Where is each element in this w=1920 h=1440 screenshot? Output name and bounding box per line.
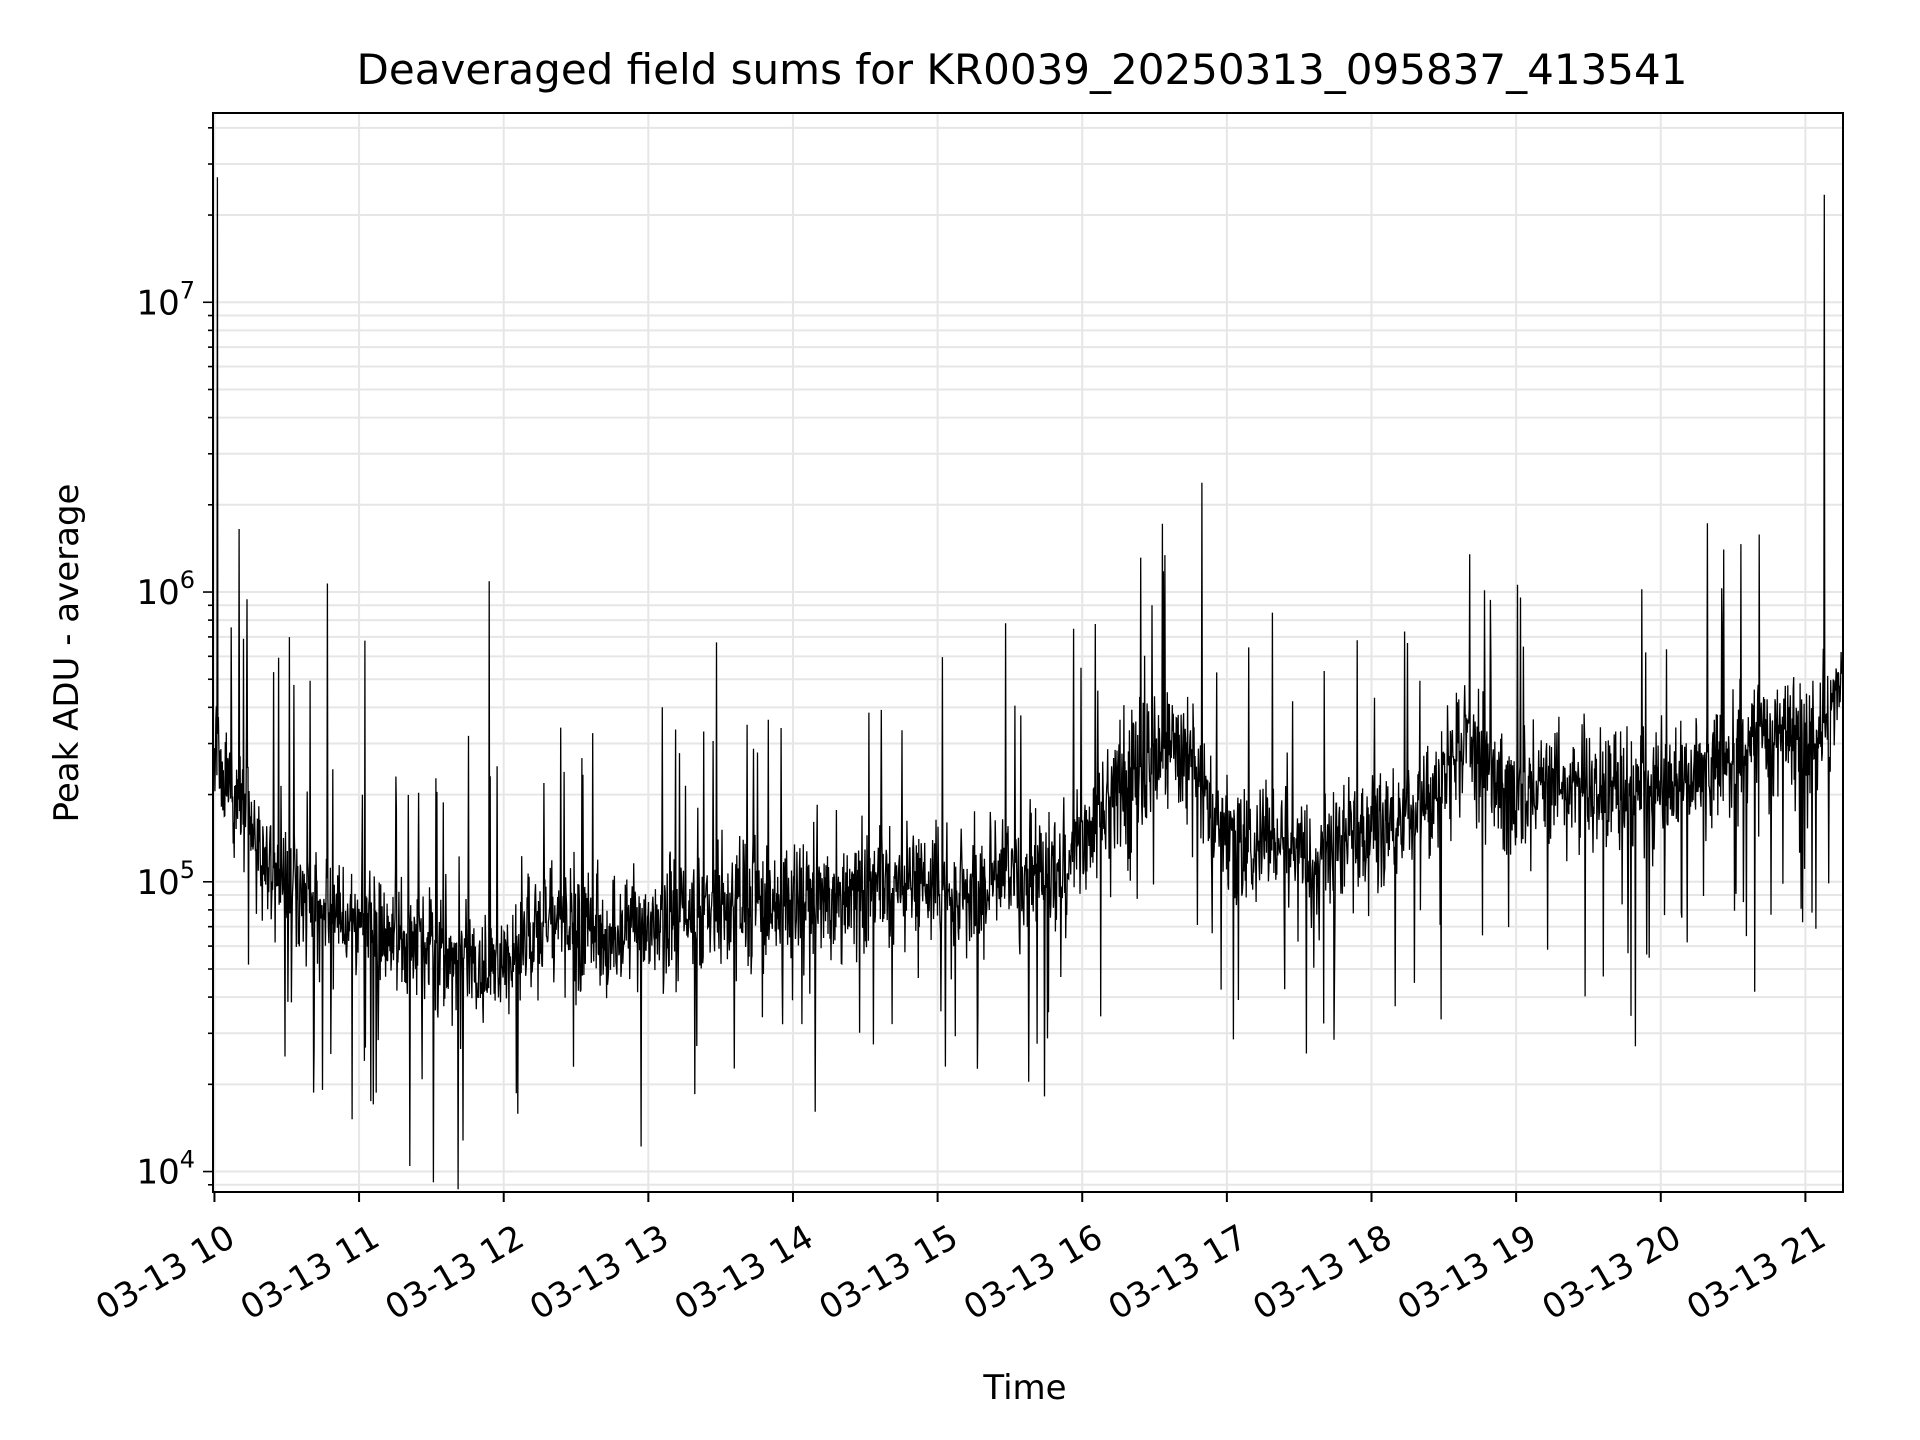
- plot-frame: [212, 112, 1844, 1193]
- y-tick-label: 104: [136, 1146, 195, 1193]
- y-tick-label: 107: [136, 276, 195, 323]
- series-line: [213, 177, 1843, 1190]
- series-layer: [213, 177, 1843, 1190]
- y-axis-label: Peak ADU - average: [47, 484, 87, 823]
- x-axis-label: Time: [982, 1368, 1066, 1408]
- y-axis: 104 105 106 107: [136, 127, 213, 1193]
- y-tick-label: 106: [136, 566, 195, 613]
- y-tick-label: 105: [136, 856, 195, 903]
- chart-title: Deaveraged field sums for KR0039_2025031…: [357, 45, 1688, 94]
